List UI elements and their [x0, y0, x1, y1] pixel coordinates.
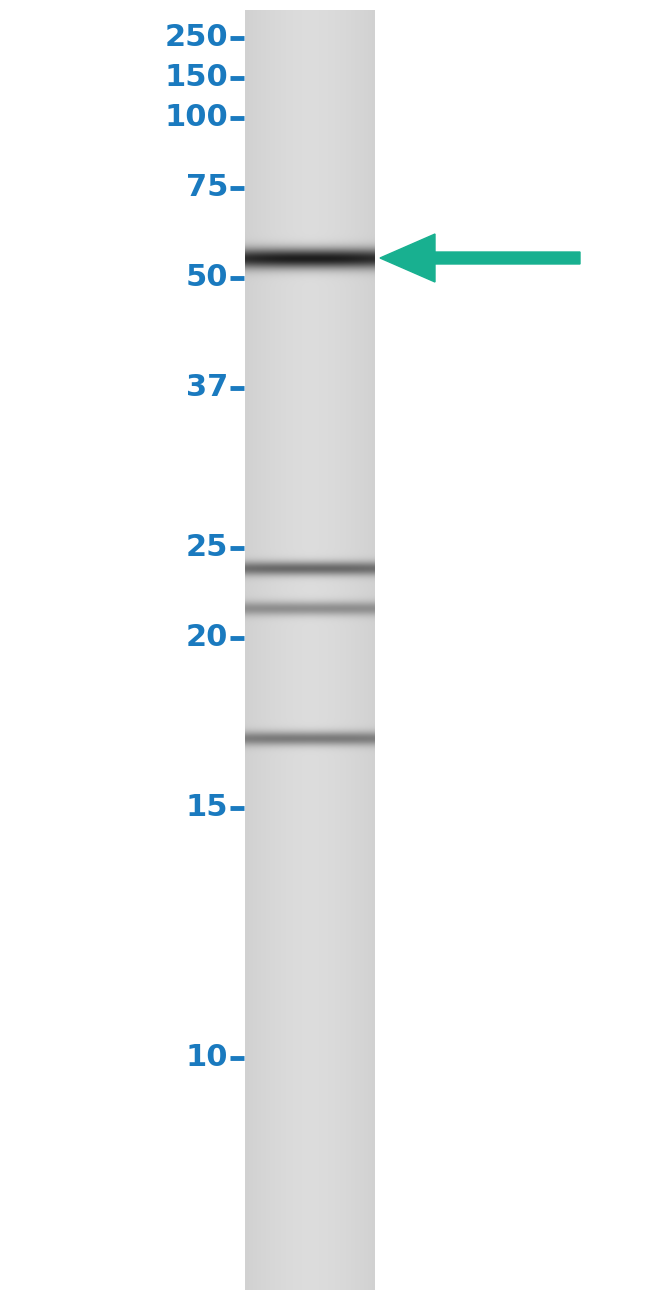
Text: 150: 150: [164, 64, 228, 92]
Text: 25: 25: [186, 533, 228, 563]
Text: 10: 10: [185, 1044, 228, 1072]
Text: 250: 250: [164, 23, 228, 52]
Text: 20: 20: [186, 624, 228, 653]
FancyArrow shape: [380, 234, 580, 282]
Text: 100: 100: [164, 104, 228, 133]
Text: 50: 50: [185, 264, 228, 292]
Text: 75: 75: [186, 173, 228, 203]
Text: 37: 37: [186, 373, 228, 403]
Text: 15: 15: [185, 793, 228, 823]
